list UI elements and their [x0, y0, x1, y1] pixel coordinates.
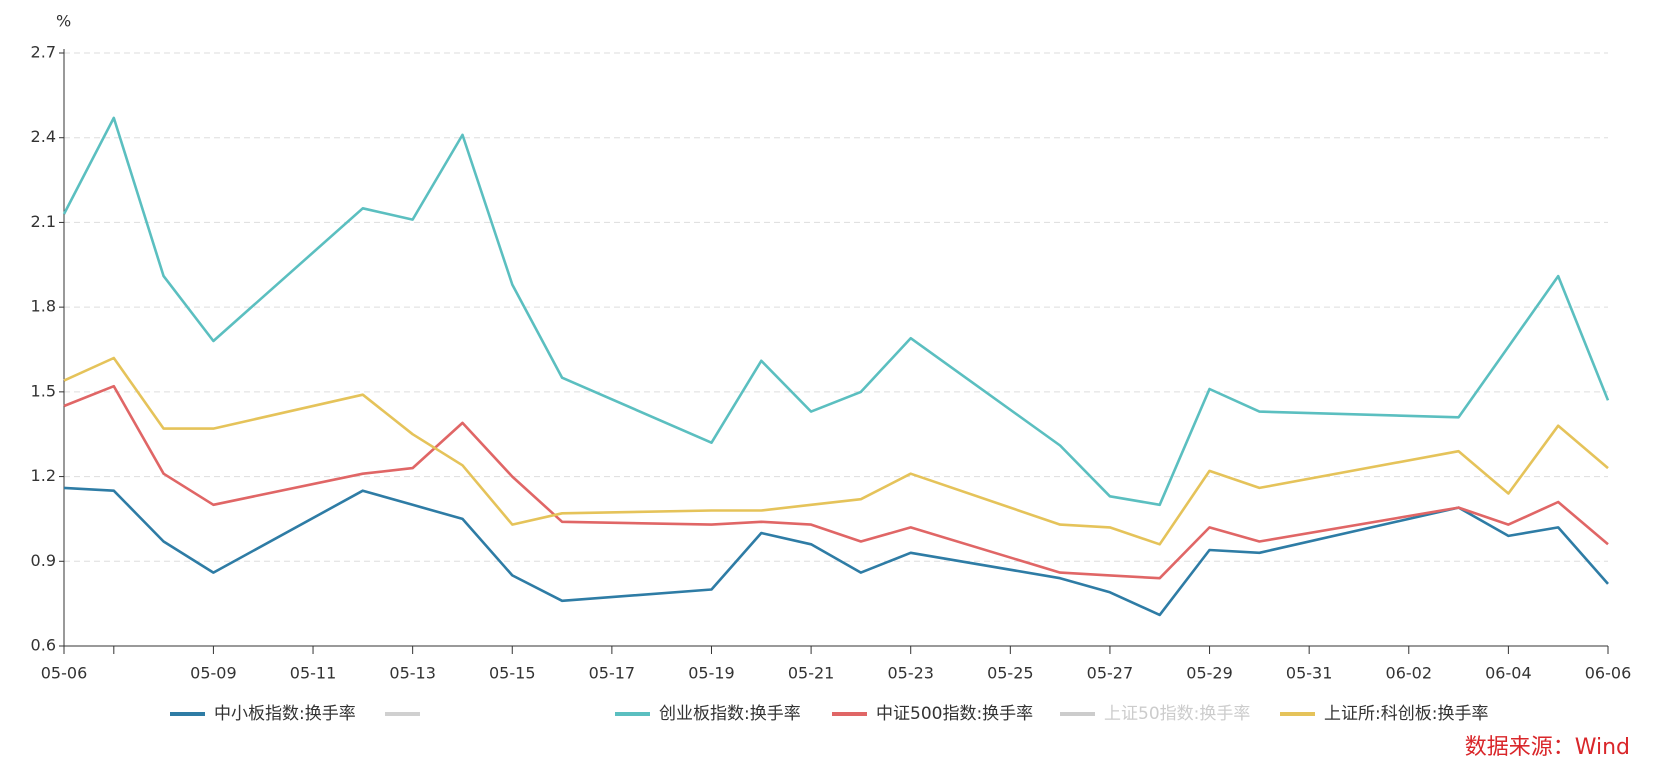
x-tick-label: 06-04	[1485, 664, 1532, 683]
x-tick-label: 05-15	[489, 664, 536, 683]
x-tick-label: 05-17	[589, 664, 636, 683]
y-tick-label: 1.2	[31, 466, 56, 485]
x-tick-label: 05-06	[41, 664, 88, 683]
y-tick-label: 1.8	[31, 297, 56, 316]
x-tick-label: 05-09	[190, 664, 237, 683]
series-line	[63, 384, 1609, 580]
legend-label: 中小板指数:换手率	[214, 704, 356, 724]
legend-label: 上证所:科创板:换手率	[1324, 704, 1488, 724]
x-tick-label: 05-29	[1186, 664, 1233, 683]
series-line	[63, 356, 1609, 546]
x-tick-label: 05-27	[1087, 664, 1134, 683]
legend-label: 上证50指数:换手率	[1104, 704, 1250, 724]
series-line	[62, 116, 1610, 507]
x-tick-label: 06-06	[1585, 664, 1632, 683]
x-tick-label: 05-13	[389, 664, 436, 683]
x-tick-label: 05-21	[788, 664, 835, 683]
x-tick-label: 06-02	[1386, 664, 1433, 683]
source: 数据来源：Wind	[1465, 735, 1630, 760]
x-tick-label: 05-23	[887, 664, 934, 683]
y-tick-label: 2.7	[31, 43, 56, 62]
x-tick-label: 05-11	[290, 664, 337, 683]
y-unit: %	[56, 12, 71, 31]
y-tick-label: 0.6	[31, 636, 56, 655]
x-tick-label: 05-19	[688, 664, 735, 683]
series-line	[63, 486, 1609, 617]
y-tick-label: 0.9	[31, 551, 56, 570]
y-tick-label: 2.1	[31, 212, 56, 231]
y-tick-label: 1.5	[31, 381, 56, 400]
x-tick-label: 05-31	[1286, 664, 1333, 683]
legend-label: 创业板指数:换手率	[659, 704, 801, 724]
x-tick-label: 05-25	[987, 664, 1034, 683]
y-tick-label: 2.4	[31, 127, 56, 146]
legend-label: 中证500指数:换手率	[876, 704, 1033, 724]
